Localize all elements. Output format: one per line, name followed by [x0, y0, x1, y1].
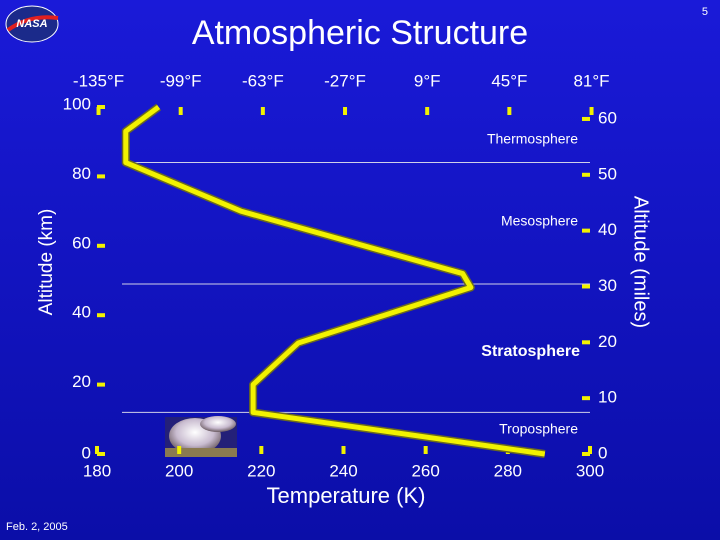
- layer-label: Stratosphere: [481, 343, 580, 360]
- x2-tick-label: 9°F: [414, 71, 441, 90]
- date: Feb. 2, 2005: [6, 521, 68, 533]
- x2-tick-label: -135°F: [73, 71, 124, 90]
- page-number: 5: [702, 6, 708, 18]
- cloud-image: [165, 416, 237, 457]
- layer-label: Thermosphere: [487, 131, 578, 147]
- y2-tick-label: 40: [598, 220, 617, 239]
- y-axis-title: Altitude (km): [36, 209, 57, 316]
- y-tick-label: 100: [63, 94, 91, 113]
- x2-tick-label: -27°F: [324, 71, 366, 90]
- temperature-line: [123, 104, 546, 457]
- y2-tick-label: 10: [598, 388, 617, 407]
- layer-label: Mesosphere: [501, 213, 578, 229]
- x-tick-label: 200: [165, 461, 193, 480]
- x-axis-title: Temperature (K): [267, 483, 426, 508]
- nasa-logo: NASA: [5, 5, 59, 43]
- x-tick-label: 180: [83, 461, 111, 480]
- x2-tick-label: -99°F: [160, 71, 202, 90]
- y-tick-label: 60: [72, 233, 91, 252]
- x-tick-label: 260: [411, 461, 439, 480]
- y2-tick-label: 50: [598, 164, 617, 183]
- y2-tick-label: 60: [598, 108, 617, 127]
- y-tick-label: 40: [72, 303, 91, 322]
- y-tick-label: 20: [72, 372, 91, 391]
- y-tick-label: 80: [72, 164, 91, 183]
- logo-text: NASA: [16, 18, 47, 30]
- y2-tick-label: 20: [598, 332, 617, 351]
- x-tick-label: 240: [329, 461, 357, 480]
- y2-axis-title: Altitude (miles): [630, 196, 652, 328]
- chart-title: Atmospheric Structure: [192, 14, 528, 52]
- y2-tick-label: 0: [598, 443, 607, 462]
- x-tick-label: 300: [576, 461, 604, 480]
- x-tick-label: 280: [494, 461, 522, 480]
- x-tick-label: 220: [247, 461, 275, 480]
- y-tick-label: 0: [82, 443, 91, 462]
- x2-tick-label: 81°F: [573, 71, 609, 90]
- y2-tick-label: 30: [598, 276, 617, 295]
- x2-tick-label: -63°F: [242, 71, 284, 90]
- layer-label: Troposphere: [499, 421, 578, 437]
- x2-tick-label: 45°F: [491, 71, 527, 90]
